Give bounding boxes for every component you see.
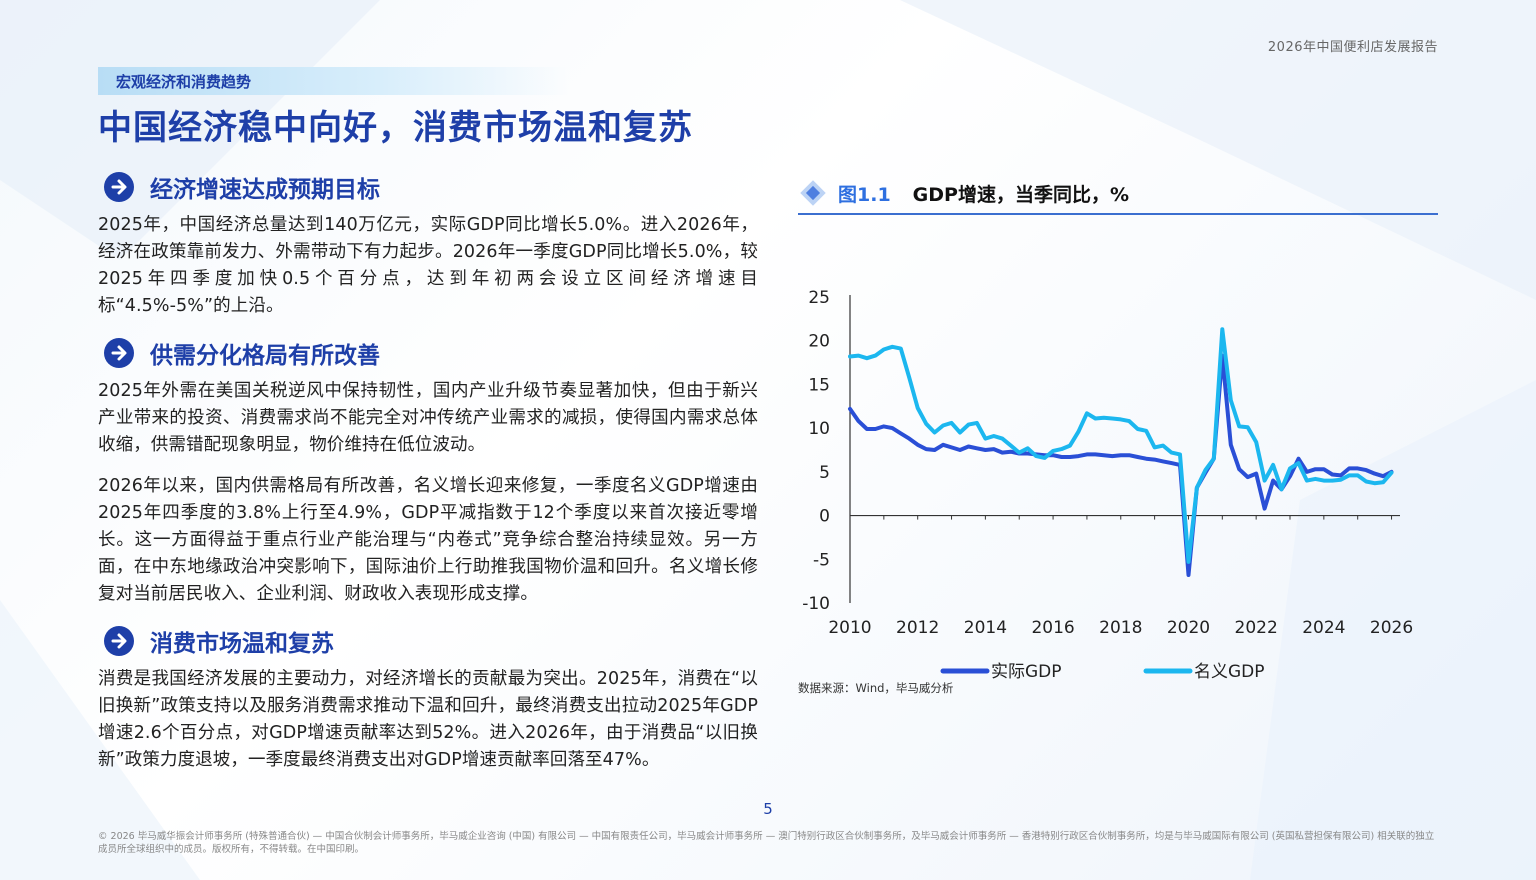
page-title: 中国经济稳中向好，消费市场温和复苏 (98, 108, 693, 148)
section-heading-text: 经济增速达成预期目标 (150, 177, 380, 203)
series-line-nominal-gdp (848, 327, 1394, 564)
x-tick-label: 2012 (896, 618, 939, 638)
y-tick-label: 10 (808, 419, 830, 439)
x-tick-label: 2014 (964, 618, 1007, 638)
data-source: 数据来源：Wind，毕马威分析 (798, 681, 954, 695)
x-tick-label: 2022 (1235, 618, 1278, 638)
section-tag: 宏观经济和消费趋势 (98, 67, 568, 95)
section-heading-consumption: 消费市场温和复苏 (98, 624, 758, 658)
y-tick-label: 0 (819, 507, 830, 527)
legal-footer: © 2026 毕马威华振会计师事务所 (特殊普通合伙) — 中国合伙制会计师事务… (98, 831, 1435, 855)
section-heading-supply-demand: 供需分化格局有所改善 (98, 336, 758, 370)
section-heading-growth: 经济增速达成预期目标 (98, 170, 758, 204)
figure-label: 图1.1 (838, 183, 891, 206)
legend-label: 实际GDP (991, 662, 1062, 682)
figure-title: GDP增速，当季同比，% (912, 183, 1130, 206)
x-tick-label: 2016 (1031, 618, 1074, 638)
paragraph: 2026年以来，国内供需格局有所改善，名义增长迎来修复，一季度名义GDP增速由2… (98, 476, 758, 604)
y-tick-label: -5 (813, 550, 830, 570)
arrow-right-icon (104, 172, 134, 202)
y-tick-label: 20 (808, 332, 830, 352)
y-tick-label: 15 (808, 375, 830, 395)
x-tick-label: 2018 (1099, 618, 1142, 638)
x-tick-label: 2020 (1167, 618, 1210, 638)
text-column: 经济增速达成预期目标 2025年，中国经济总量达到140万亿元，实际GDP同比增… (98, 170, 758, 774)
section-heading-text: 消费市场温和复苏 (150, 631, 334, 657)
paragraph: 2025年，中国经济总量达到140万亿元，实际GDP同比增长5.0%。进入202… (98, 215, 758, 316)
x-tick-label: 2024 (1302, 618, 1345, 638)
page-number: 5 (763, 800, 773, 818)
paragraph: 2025年外需在美国关税逆风中保持韧性，国内产业升级节奏显著加快，但由于新兴产业… (98, 381, 758, 455)
legend-label: 名义GDP (1194, 662, 1265, 682)
y-tick-label: -10 (802, 594, 830, 614)
diamond-icon (800, 180, 826, 206)
y-tick-label: 25 (808, 288, 830, 308)
figure-header: 图1.1 GDP增速，当季同比，% (798, 175, 1438, 215)
arrow-right-icon (104, 338, 134, 368)
x-tick-label: 2010 (828, 618, 871, 638)
paragraph: 消费是我国经济发展的主要动力，对经济增长的贡献最为突出。2025年，消费在“以旧… (98, 669, 758, 770)
section-heading-text: 供需分化格局有所改善 (150, 343, 380, 369)
figure: 图1.1 GDP增速，当季同比，% 25 20 15 10 5 0 -5 -10 2010 201… (798, 175, 1438, 705)
y-tick-label: 5 (819, 463, 830, 483)
report-title: 2026年中国便利店发展报告 (1267, 40, 1438, 55)
arrow-right-icon (104, 626, 134, 656)
gdp-line-chart: 25 20 15 10 5 0 -5 -10 2010 2012 2014 2016 2018 2020 2… (802, 288, 1413, 682)
series-line-real-gdp (848, 353, 1394, 577)
x-tick-label: 2026 (1370, 618, 1413, 638)
